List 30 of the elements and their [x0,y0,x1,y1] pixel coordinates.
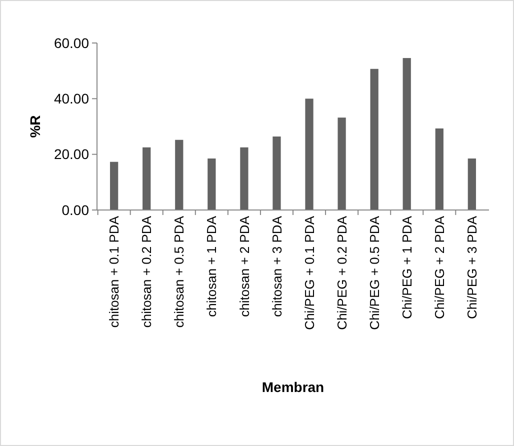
x-tick-label: Chi/PEG + 1 PDA [399,216,414,319]
x-tick-label: chitosan + 2 PDA [236,216,252,317]
x-tick-label: Chi/PEG + 0.5 PDA [366,216,382,330]
y-tick-label: 60.00 [54,34,90,51]
x-tick-label: Chi/PEG + 0.2 PDA [334,216,350,330]
x-tick-label: chitosan + 0.5 PDA [172,216,187,328]
x-tick-label: chitosan + 0.2 PDA [139,216,154,328]
bar [175,140,184,210]
bar [110,162,118,210]
bar [402,58,411,210]
y-tick-label: 20.00 [54,146,90,162]
y-axis-title: %R [27,115,43,138]
bar [468,158,476,210]
y-tick-label: 40.00 [54,90,90,107]
x-tick-label: Chi/PEG + 2 PDA [432,216,447,319]
bar [240,147,248,210]
bar [370,68,378,210]
x-tick-label: chitosan + 3 PDA [269,216,284,317]
x-axis-title: Membran [262,379,324,395]
bar [435,128,444,210]
x-tick-label: chitosan + 0.1 PDA [106,216,122,328]
bar [142,147,151,210]
bar [338,118,346,210]
bar [305,98,314,210]
x-tick-label: Chi/PEG + 3 PDA [464,216,480,319]
x-tick-label: Chi/PEG + 0.1 PDA [302,216,317,330]
bar [208,158,216,210]
x-tick-label: chitosan + 1 PDA [204,216,220,317]
bar [272,136,281,210]
y-tick-label: 0.00 [62,202,90,218]
